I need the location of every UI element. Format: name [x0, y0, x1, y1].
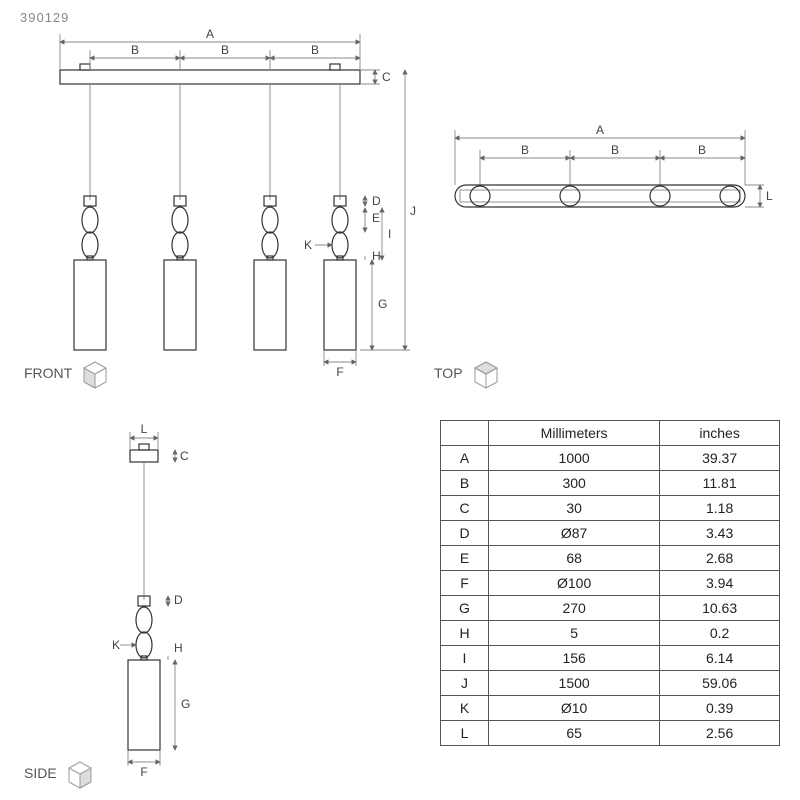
dim-label-B1: B — [131, 43, 139, 57]
dim-label-G: G — [378, 297, 387, 311]
table-row: G27010.63 — [441, 596, 780, 621]
row-key: A — [441, 446, 489, 471]
side-dim-C: C — [180, 449, 189, 463]
row-key: E — [441, 546, 489, 571]
row-in: 59.06 — [660, 671, 780, 696]
row-in: 3.43 — [660, 521, 780, 546]
table-header-row: Millimeters inches — [441, 421, 780, 446]
row-key: I — [441, 646, 489, 671]
row-mm: 300 — [489, 471, 660, 496]
top-dim-A: A — [596, 123, 604, 137]
row-mm: 65 — [489, 721, 660, 746]
row-mm: 68 — [489, 546, 660, 571]
row-in: 2.56 — [660, 721, 780, 746]
dim-label-C: C — [382, 70, 391, 84]
row-key: K — [441, 696, 489, 721]
top-view: A B B B L TOP — [430, 20, 780, 390]
top-label-text: TOP — [434, 365, 463, 381]
table-row: C301.18 — [441, 496, 780, 521]
row-mm: Ø87 — [489, 521, 660, 546]
table-header-mm: Millimeters — [489, 421, 660, 446]
row-mm: 1500 — [489, 671, 660, 696]
row-in: 10.63 — [660, 596, 780, 621]
dim-label-J: J — [410, 204, 416, 218]
row-key: J — [441, 671, 489, 696]
side-dim-K: K — [112, 638, 120, 652]
table-row: L652.56 — [441, 721, 780, 746]
dimension-table: Millimeters inches A100039.37B30011.81C3… — [440, 420, 780, 746]
table-row: E682.68 — [441, 546, 780, 571]
dim-label-I: I — [388, 227, 391, 241]
row-mm: 270 — [489, 596, 660, 621]
dim-label-D: D — [372, 194, 381, 208]
side-dim-L: L — [141, 422, 148, 436]
table-row: I1566.14 — [441, 646, 780, 671]
table-header-blank — [441, 421, 489, 446]
table-row: J150059.06 — [441, 671, 780, 696]
side-dim-D: D — [174, 593, 183, 607]
dim-label-A: A — [206, 27, 214, 41]
row-mm: 5 — [489, 621, 660, 646]
dim-label-F: F — [336, 365, 343, 379]
side-dim-F: F — [140, 765, 147, 779]
top-label: TOP — [434, 356, 503, 390]
row-mm: 1000 — [489, 446, 660, 471]
row-key: D — [441, 521, 489, 546]
row-in: 0.2 — [660, 621, 780, 646]
row-in: 1.18 — [660, 496, 780, 521]
cube-icon — [78, 356, 112, 390]
pendant-group — [74, 84, 356, 350]
row-key: L — [441, 721, 489, 746]
row-in: 3.94 — [660, 571, 780, 596]
table-row: B30011.81 — [441, 471, 780, 496]
table-row: DØ873.43 — [441, 521, 780, 546]
front-label: FRONT — [24, 356, 112, 390]
cube-icon — [63, 756, 97, 790]
front-view-svg: A B B B C J — [20, 20, 420, 390]
front-view: A B B B C J — [20, 20, 420, 390]
row-in: 0.39 — [660, 696, 780, 721]
cube-icon — [469, 356, 503, 390]
dim-label-E: E — [372, 211, 380, 225]
row-in: 39.37 — [660, 446, 780, 471]
top-view-svg: A B B B L — [430, 20, 780, 280]
side-dim-H: H — [174, 641, 183, 655]
row-key: C — [441, 496, 489, 521]
dim-label-B3: B — [311, 43, 319, 57]
dim-label-B2: B — [221, 43, 229, 57]
row-mm: 156 — [489, 646, 660, 671]
dimension-table-region: Millimeters inches A100039.37B30011.81C3… — [440, 420, 780, 780]
row-mm: Ø10 — [489, 696, 660, 721]
dim-label-K: K — [304, 238, 312, 252]
front-label-text: FRONT — [24, 365, 72, 381]
row-mm: 30 — [489, 496, 660, 521]
row-in: 2.68 — [660, 546, 780, 571]
row-key: B — [441, 471, 489, 496]
side-view: L C D K H G F SIDE — [20, 420, 420, 790]
top-dim-B1: B — [521, 143, 529, 157]
side-label: SIDE — [24, 756, 97, 790]
side-label-text: SIDE — [24, 765, 57, 781]
side-dim-G: G — [181, 697, 190, 711]
top-dim-L: L — [766, 189, 773, 203]
row-key: H — [441, 621, 489, 646]
table-row: FØ1003.94 — [441, 571, 780, 596]
row-key: F — [441, 571, 489, 596]
table-row: KØ100.39 — [441, 696, 780, 721]
dim-label-H: H — [372, 249, 381, 263]
row-in: 6.14 — [660, 646, 780, 671]
row-mm: Ø100 — [489, 571, 660, 596]
table-header-in: inches — [660, 421, 780, 446]
table-row: A100039.37 — [441, 446, 780, 471]
top-dim-B2: B — [611, 143, 619, 157]
row-in: 11.81 — [660, 471, 780, 496]
row-key: G — [441, 596, 489, 621]
side-view-svg: L C D K H G F — [20, 420, 280, 790]
top-dim-B3: B — [698, 143, 706, 157]
table-row: H50.2 — [441, 621, 780, 646]
